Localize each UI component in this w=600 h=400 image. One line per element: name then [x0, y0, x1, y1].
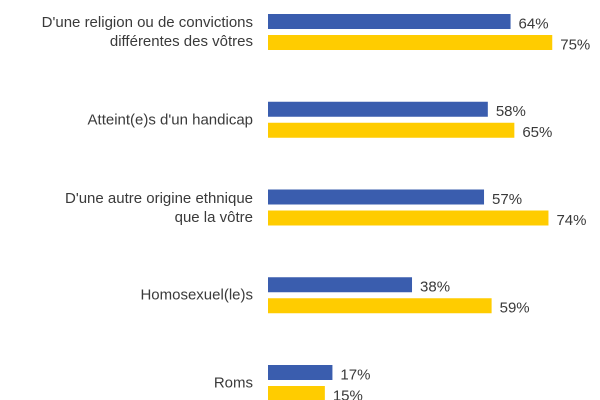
category-label: D'une religion ou de convictions différe… [41, 14, 253, 50]
bar [268, 386, 325, 400]
value-label: 64% [519, 15, 549, 32]
bar [268, 101, 488, 117]
value-label: 17% [340, 366, 370, 383]
category-label: Roms [213, 374, 253, 392]
bar [268, 298, 492, 314]
bar [268, 189, 485, 205]
value-label: 74% [556, 212, 586, 229]
value-label: 59% [500, 300, 530, 317]
bar [268, 277, 413, 293]
category-label: Homosexuel(le)s [140, 286, 253, 304]
bar [268, 35, 553, 50]
category-label: D'une autre origine ethnique que la vôtr… [65, 189, 253, 226]
bar [268, 122, 515, 138]
value-label: 15% [333, 387, 363, 400]
value-label: 57% [492, 191, 522, 208]
bar [268, 365, 333, 380]
value-label: 38% [420, 279, 450, 296]
value-label: 75% [560, 36, 590, 53]
bar [268, 14, 511, 29]
value-label: 58% [496, 103, 526, 120]
bar [268, 210, 549, 226]
value-label: 65% [522, 124, 552, 141]
category-label: Atteint(e)s d'un handicap [87, 111, 253, 129]
